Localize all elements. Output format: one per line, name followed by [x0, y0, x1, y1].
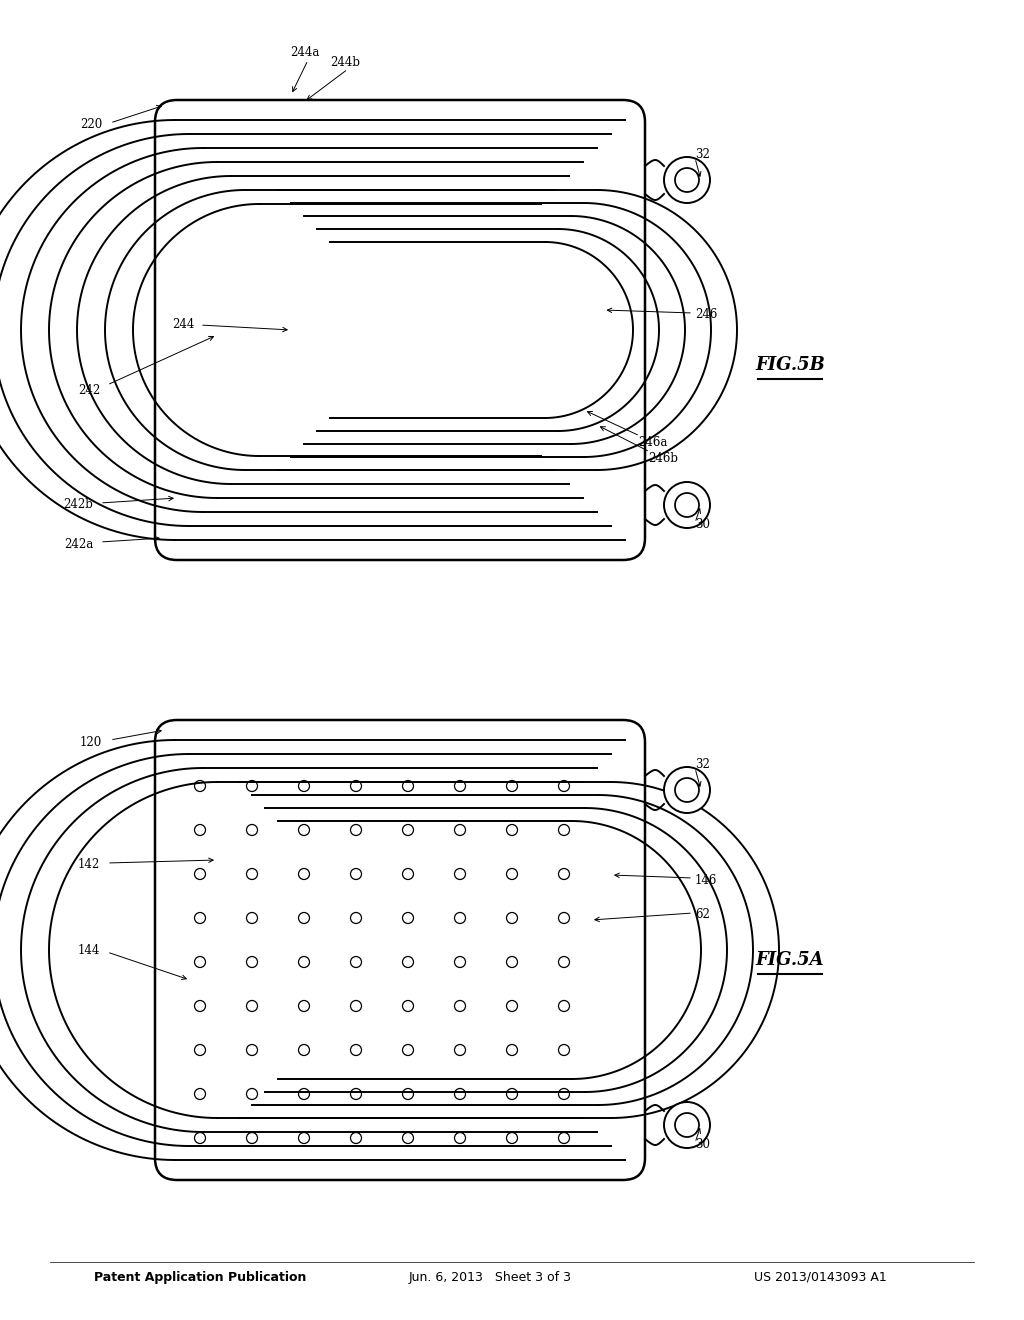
Text: 244a: 244a	[291, 46, 319, 59]
Circle shape	[664, 1102, 710, 1148]
Text: 246b: 246b	[648, 451, 678, 465]
Text: Jun. 6, 2013   Sheet 3 of 3: Jun. 6, 2013 Sheet 3 of 3	[409, 1270, 571, 1283]
Text: 146: 146	[695, 874, 718, 887]
Text: 220: 220	[80, 119, 102, 132]
Text: FIG.5A: FIG.5A	[756, 950, 824, 969]
Text: 244: 244	[173, 318, 195, 331]
Text: 30: 30	[695, 1138, 710, 1151]
Text: 62: 62	[695, 908, 710, 921]
Text: 144: 144	[78, 944, 100, 957]
Circle shape	[664, 767, 710, 813]
Text: Patent Application Publication: Patent Application Publication	[94, 1270, 306, 1283]
Text: US 2013/0143093 A1: US 2013/0143093 A1	[754, 1270, 887, 1283]
Text: 246: 246	[695, 309, 718, 322]
Text: 142: 142	[78, 858, 100, 871]
Text: 242b: 242b	[63, 499, 93, 511]
Circle shape	[664, 157, 710, 203]
Text: 242: 242	[78, 384, 100, 396]
Text: 32: 32	[695, 759, 710, 771]
Text: FIG.5B: FIG.5B	[755, 356, 825, 374]
Text: 120: 120	[80, 735, 102, 748]
Text: 30: 30	[695, 519, 710, 532]
Circle shape	[664, 482, 710, 528]
Text: 32: 32	[695, 149, 710, 161]
Text: 244b: 244b	[330, 55, 360, 69]
Text: 242a: 242a	[63, 539, 93, 552]
Text: 246a: 246a	[638, 436, 668, 449]
